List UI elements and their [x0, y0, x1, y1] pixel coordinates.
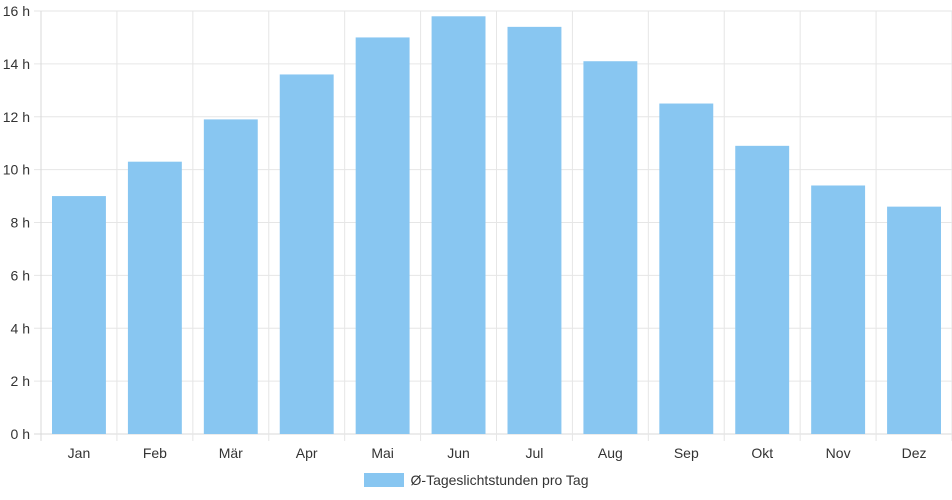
x-tick-label: Mär [219, 445, 243, 461]
bar-dez [887, 206, 941, 434]
y-tick-label: 6 h [11, 267, 30, 283]
bar-feb [127, 161, 182, 434]
x-tick-label: Jun [447, 445, 470, 461]
bar-jan [52, 196, 106, 434]
bar-jul [507, 26, 562, 435]
x-tick-label: Apr [296, 445, 318, 461]
y-tick-label: 12 h [3, 109, 30, 125]
bar-mai [355, 37, 410, 434]
bar-okt [735, 145, 790, 435]
x-tick-label: Jul [526, 445, 544, 461]
y-tick-label: 8 h [11, 215, 30, 231]
legend-label: Ø-Tageslichtstunden pro Tag [410, 472, 589, 488]
bar-apr [279, 74, 334, 434]
bar-sep [659, 103, 714, 434]
y-tick-label: 2 h [11, 373, 30, 389]
legend-swatch [363, 473, 404, 487]
y-tick-label: 14 h [3, 56, 30, 72]
x-tick-label: Feb [143, 445, 167, 461]
bar-aug [583, 61, 638, 434]
x-tick-label: Aug [598, 445, 623, 461]
legend[interactable]: Ø-Tageslichtstunden pro Tag [0, 472, 952, 488]
x-tick-label: Mai [371, 445, 394, 461]
bar-mär [203, 119, 258, 435]
y-tick-label: 16 h [3, 3, 30, 19]
y-tick-label: 10 h [3, 162, 30, 178]
bar-nov [811, 185, 866, 434]
y-tick-label: 4 h [11, 320, 30, 336]
bar-jun [431, 16, 486, 434]
x-tick-label: Dez [902, 445, 927, 461]
x-tick-label: Okt [751, 445, 773, 461]
x-tick-label: Nov [826, 445, 851, 461]
x-tick-label: Jan [68, 445, 91, 461]
x-tick-label: Sep [674, 445, 699, 461]
y-tick-label: 0 h [11, 426, 30, 442]
